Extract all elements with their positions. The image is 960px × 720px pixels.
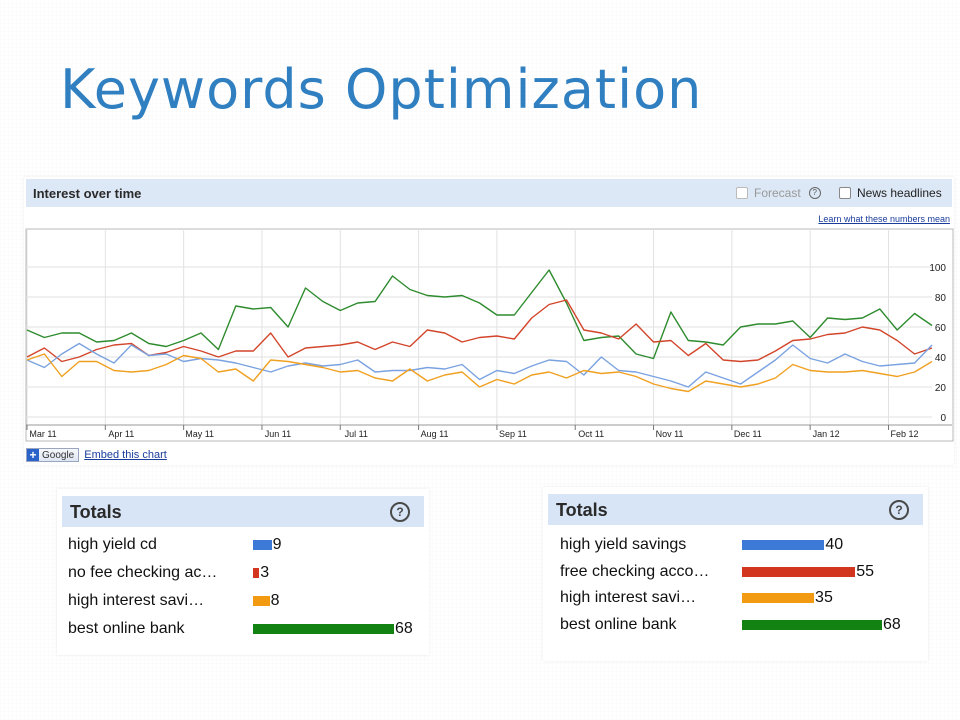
total-value: 68 [395,620,413,637]
total-value: 68 [883,615,901,633]
totals-title: Totals [556,500,608,520]
forecast-label: Forecast [754,186,801,200]
news-headlines-checkbox[interactable] [839,187,851,199]
totals-row: best online bank 68 [57,618,429,642]
total-bar [253,540,272,550]
totals-row: free checking acco… 55 [543,561,928,585]
plot-frame [25,228,954,442]
total-value: 3 [260,564,270,581]
series-line-1 [26,269,933,360]
total-bar [742,593,815,603]
help-icon[interactable]: ? [390,502,410,522]
search-term-label: high yield cd [68,536,157,553]
x-tick-label: Jul 11 [345,429,368,439]
google-label: Google [42,449,75,461]
interest-over-time-panel: Interest over time Forecast ? News headl… [24,177,954,465]
y-tick-label: 80 [935,293,947,304]
totals-title: Totals [70,502,122,522]
total-value: 35 [815,589,833,606]
total-value: 8 [270,592,280,609]
total-value: 40 [825,536,844,553]
x-tick-label: Jan 12 [813,429,840,439]
totals-panel-left: Totals ? high yield cd 9 no fee checking a… [57,489,429,655]
x-tick-label: Apr 11 [108,429,134,439]
series-line-4 [26,353,933,393]
search-term-label: best online bank [560,615,677,633]
total-value: 55 [856,562,875,580]
total-value: 9 [272,536,282,553]
search-term-label: high interest savi… [68,592,205,609]
x-tick-label: Aug 11 [421,429,449,439]
totals-row: high yield cd 9 [57,534,429,558]
search-term-label: best online bank [68,620,185,637]
totals-row: high interest savi… 8 [57,590,429,614]
totals-row: best online bank 68 [543,614,928,638]
embed-row: + Google Embed this chart [26,448,167,462]
totals-header: Totals ? [62,496,424,527]
total-bar [742,619,882,630]
x-tick-label: Oct 11 [578,429,604,439]
forecast-option[interactable]: Forecast ? [736,186,821,200]
totals-row: no fee checking ac… 3 [57,562,429,586]
total-bar [742,540,825,550]
search-term-label: high interest savi… [560,589,697,606]
trend-header: Interest over time Forecast ? News headl… [26,179,952,207]
plus-icon: + [27,449,39,461]
total-bar [253,624,394,634]
y-tick-label: 100 [929,263,946,274]
learn-numbers-link[interactable]: Learn what these numbers mean [818,214,950,224]
y-tick-label: 60 [935,323,947,334]
total-bar [742,566,856,577]
google-add-button[interactable]: + Google [26,448,80,462]
totals-row: high yield savings 40 [543,534,928,558]
slide-title: Keywords Optimization [60,58,703,121]
total-bar [253,596,270,606]
y-tick-label: 20 [935,383,947,394]
totals-header: Totals ? [548,494,923,525]
news-headlines-label: News headlines [857,186,942,200]
search-term-label: free checking acco… [560,562,710,580]
series-line-2 [26,299,933,363]
search-term-label: high yield savings [560,536,687,553]
x-tick-label: Mar 11 [29,429,56,439]
x-tick-label: Nov 11 [656,429,684,439]
search-term-label: no fee checking ac… [68,564,218,581]
totals-row: high interest savi… 35 [543,587,928,611]
x-tick-label: Jun 11 [265,429,291,439]
total-bar [253,568,260,578]
y-tick-label: 0 [940,413,946,424]
help-icon[interactable]: ? [889,500,909,520]
x-tick-label: Feb 12 [890,429,918,439]
trend-title: Interest over time [33,186,142,201]
totals-panel-right: Totals ? high yield savings 40 free checki… [543,487,928,661]
forecast-checkbox[interactable] [736,187,748,199]
x-tick-label: May 11 [185,429,214,439]
embed-chart-link[interactable]: Embed this chart [84,449,167,461]
x-tick-label: Dec 11 [734,429,762,439]
forecast-help-icon[interactable]: ? [808,187,821,199]
y-tick-label: 40 [935,353,947,364]
x-tick-label: Sep 11 [499,429,527,439]
interest-line-chart: 0 20 40 60 80 100 Mar 11 Apr 11 May 11 Jun 11 Jul … [25,228,954,442]
news-headlines-option[interactable]: News headlines [839,186,942,200]
